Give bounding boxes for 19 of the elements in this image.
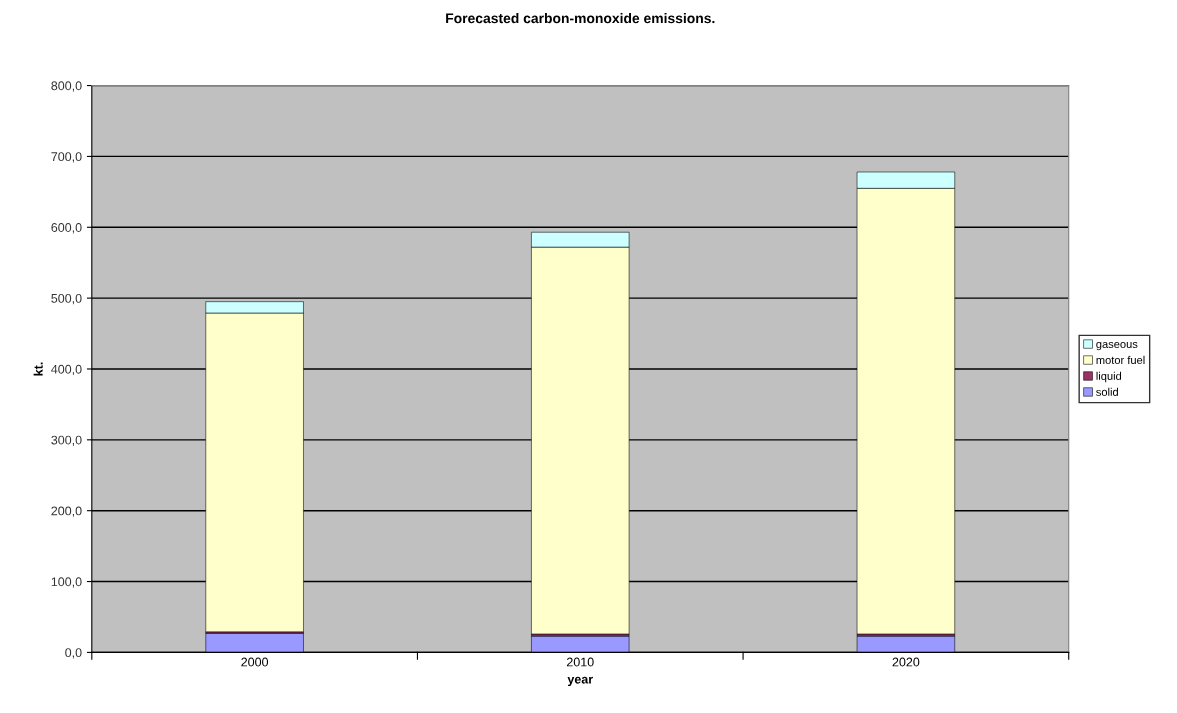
x-axis-title: year (567, 676, 593, 687)
x-tick-label: 2010 (566, 657, 594, 667)
legend-label: motor fuel (1096, 355, 1145, 364)
y-tick-label: 100,0 (51, 577, 82, 588)
y-axis-title: kt. (33, 362, 43, 376)
x-tick-label: 2020 (892, 657, 920, 667)
y-tick-label: 200,0 (51, 506, 82, 517)
y-tick-label: 0,0 (65, 648, 82, 659)
legend-label: solid (1096, 387, 1118, 396)
y-tick-label: 400,0 (51, 364, 82, 376)
y-tick-label: 300,0 (51, 435, 82, 446)
y-tick-label: 700,0 (51, 152, 82, 163)
y-tick-label: 800,0 (51, 81, 82, 92)
y-tick-label: 600,0 (51, 223, 82, 234)
legend-label: liquid (1096, 371, 1122, 383)
legend-label: gaseous (1096, 341, 1138, 351)
y-tick-label: 500,0 (51, 293, 82, 305)
chart-title: Forecasted carbon-monoxide emissions. (446, 12, 715, 24)
x-tick-label: 2000 (241, 657, 269, 667)
